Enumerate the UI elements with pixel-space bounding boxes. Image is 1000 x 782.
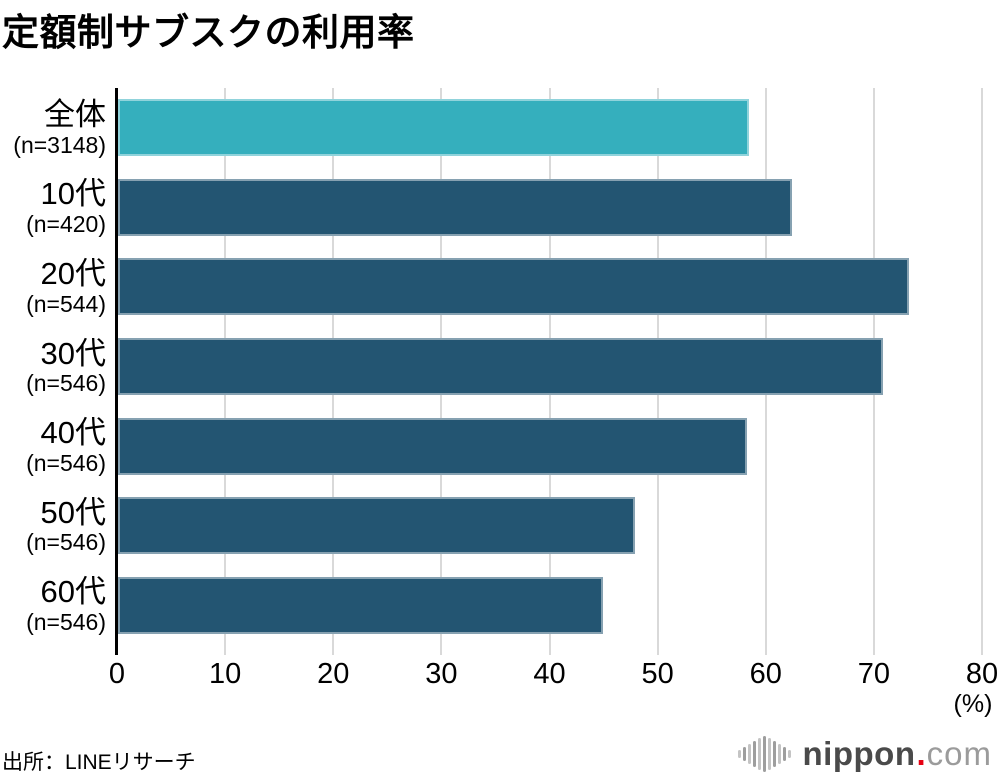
bar-row <box>118 327 982 407</box>
x-tick-label-70: 70 <box>857 658 890 690</box>
waveform-bar <box>782 747 786 761</box>
waveform-bar <box>757 738 761 770</box>
bar-50代 <box>118 497 636 555</box>
category-name: 50代 <box>40 494 106 530</box>
category-sample-size: (n=546) <box>26 449 106 476</box>
category-name: 全体 <box>44 96 106 132</box>
waveform-bar <box>737 750 741 758</box>
x-tick-label-50: 50 <box>641 658 674 690</box>
category-name: 20代 <box>40 255 106 291</box>
category-sample-size: (n=546) <box>26 608 106 635</box>
bar-chart: 全体 (n=3148) 10代 (n=420) 20代 (n=544) 30代 (n=546)… <box>0 88 1000 718</box>
waveform-bar <box>767 738 771 770</box>
category-label: 50代 (n=546) <box>0 486 106 566</box>
x-axis-tick-labels: 0 10 20 30 40 50 60 70 80 <box>0 658 1000 694</box>
category-sample-size: (n=420) <box>26 211 106 238</box>
bar-row <box>118 247 982 327</box>
category-label: 全体 (n=3148) <box>0 88 106 168</box>
x-tick-label-20: 20 <box>317 658 350 690</box>
waveform-bar <box>777 744 781 764</box>
waveform-bar <box>747 744 751 764</box>
category-name: 60代 <box>40 574 106 610</box>
bar-40代 <box>118 417 747 475</box>
source-credit: 出所：LINEリサーチ <box>2 751 196 774</box>
x-tick-label-10: 10 <box>208 658 242 690</box>
bar-30代 <box>118 338 883 396</box>
waveform-bar <box>772 741 776 767</box>
waveform-bar <box>762 736 766 772</box>
bar-row <box>118 406 982 486</box>
bar-row <box>118 168 982 248</box>
x-tick-label-30: 30 <box>425 658 458 690</box>
bar-20代 <box>118 258 909 316</box>
waveform-bar <box>787 750 791 758</box>
x-tick-label-80: 80 <box>965 658 999 690</box>
nippon-com-logo: nippon . com <box>737 734 992 774</box>
category-sample-size: (n=546) <box>26 529 106 556</box>
waveform-bar <box>752 741 756 767</box>
category-name: 30代 <box>40 335 106 371</box>
x-tick-label-40: 40 <box>533 658 566 690</box>
category-name: 10代 <box>40 176 106 212</box>
bar-rows <box>118 88 982 645</box>
logo-red-dot: . <box>916 735 926 772</box>
category-labels: 全体 (n=3148) 10代 (n=420) 20代 (n=544) 30代 (n=546)… <box>0 88 106 645</box>
x-tick-label-60: 60 <box>749 658 782 690</box>
waveform-bar <box>742 747 746 761</box>
category-name: 40代 <box>40 415 106 451</box>
gridline-80 <box>981 88 983 655</box>
waveform-icon <box>737 734 793 774</box>
category-label: 10代 (n=420) <box>0 168 106 248</box>
logo-tld-text: com <box>926 735 992 772</box>
y-axis-line <box>115 88 118 655</box>
x-tick-label-0: 0 <box>108 658 126 690</box>
category-label: 40代 (n=546) <box>0 406 106 486</box>
category-label: 60代 (n=546) <box>0 565 106 645</box>
category-sample-size: (n=544) <box>26 290 106 317</box>
category-label: 20代 (n=544) <box>0 247 106 327</box>
bar-row <box>118 565 982 645</box>
category-sample-size: (n=3148) <box>13 131 106 158</box>
bar-60代 <box>118 576 603 634</box>
category-label: 30代 (n=546) <box>0 327 106 407</box>
logo-brand-text: nippon <box>802 735 916 772</box>
category-sample-size: (n=546) <box>26 370 106 397</box>
bar-row <box>118 88 982 168</box>
bar-10代 <box>118 178 792 236</box>
chart-title: 定額制サブスクの利用率 <box>2 12 415 53</box>
bar-全体 <box>118 99 749 157</box>
bar-row <box>118 486 982 566</box>
axis-unit-label: (%) <box>953 690 993 718</box>
